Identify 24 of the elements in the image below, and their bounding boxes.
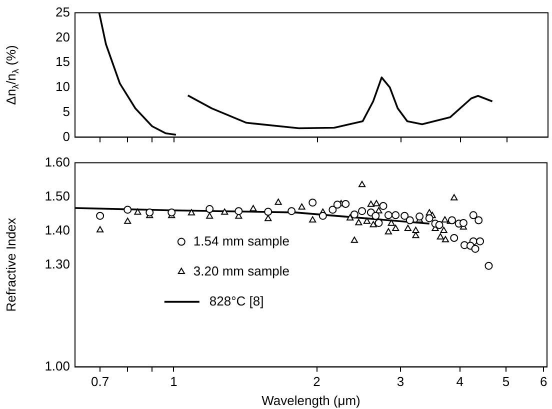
x-tick-label: 1	[170, 374, 178, 390]
y-axis-title: Refractive Index	[4, 217, 19, 312]
y-axis-title: Δnλ/nλ (%)	[4, 45, 20, 105]
legend-label: 1.54 mm sample	[193, 233, 290, 248]
x-tick-label: 2	[313, 374, 320, 390]
y-tick-label: 20	[56, 29, 70, 44]
legend-label: 828°C [8]	[209, 293, 264, 308]
x-tick-label: 5	[502, 374, 510, 390]
y-tick-label: 10	[56, 79, 70, 94]
y-tick-label: 1.40	[44, 222, 70, 238]
y-tick-label: 15	[56, 54, 70, 70]
x-tick-label: 0.7	[91, 374, 110, 390]
y-tick-label: 25	[56, 4, 70, 20]
y-tick-label: 1.30	[44, 256, 70, 272]
y-tick-label: 1.00	[44, 358, 70, 374]
y-tick-label: 1.50	[44, 188, 70, 204]
y-tick-label: 5	[62, 104, 70, 119]
x-tick-label: 4	[456, 374, 464, 390]
legend-label: 3.20 mm sample	[193, 263, 290, 278]
x-axis-title: Wavelength (μm)	[262, 392, 360, 408]
x-tick-label: 6	[540, 374, 548, 390]
x-tick-label: 3	[396, 374, 404, 390]
y-tick-label: 1.60	[44, 154, 70, 170]
y-tick-label: 0	[62, 128, 70, 144]
